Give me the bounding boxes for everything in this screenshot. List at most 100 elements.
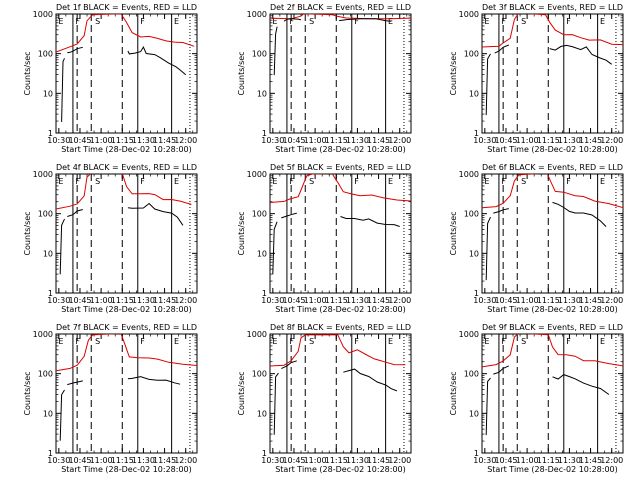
y-axis-label: Counts/sec (449, 371, 458, 415)
region-label: E (58, 17, 63, 26)
y-tick-label: 100 (464, 210, 479, 219)
y-tick-label: 1 (474, 449, 479, 458)
x-tick-label: 11:00 (516, 456, 539, 465)
region-label: F (75, 337, 80, 346)
detector-panel-6: Det 6f BLACK = Events, RED = LLD 1 10 100 10… (449, 163, 624, 314)
x-tick-label: 11:00 (304, 136, 327, 145)
x-tick-label: 10:30 (261, 456, 284, 465)
x-tick-label: 11:00 (90, 136, 113, 145)
y-tick-label: 100 (252, 210, 267, 219)
y-tick-label: 1000 (459, 330, 479, 339)
x-axis-label: Start Time (28-Dec-02 10:28:00) (61, 465, 192, 474)
region-label: E (600, 17, 605, 26)
x-tick-label: 10:30 (47, 296, 70, 305)
x-tick-label: 12:00 (600, 456, 623, 465)
events-series-line (127, 46, 187, 76)
x-tick-label: 11:45 (579, 456, 602, 465)
y-tick-label: 100 (464, 370, 479, 379)
region-label: F (75, 17, 80, 26)
x-tick-label: 11:15 (111, 136, 134, 145)
region-label: E (484, 177, 489, 186)
y-axis-label: Counts/sec (23, 51, 32, 95)
x-tick-label: 12:00 (174, 456, 197, 465)
plot-frame (481, 333, 624, 454)
y-tick-label: 1000 (33, 330, 53, 339)
region-label: F (140, 17, 145, 26)
events-series-line (485, 216, 491, 281)
lld-series-line (56, 174, 192, 210)
detector-panel-1: Det 1f BLACK = Events, RED = LLD 1 10 100 10… (23, 3, 198, 154)
panel-title: Det 5f BLACK = Events, RED = LLD (270, 163, 411, 172)
y-tick-label: 10 (257, 89, 267, 98)
x-tick-label: 11:45 (153, 296, 176, 305)
panel-title: Det 1f BLACK = Events, RED = LLD (56, 3, 197, 12)
x-tick-label: 11:00 (516, 296, 539, 305)
lld-series-line (482, 334, 623, 368)
x-axis-label: Start Time (28-Dec-02 10:28:00) (275, 465, 406, 474)
y-tick-label: 1 (48, 129, 53, 138)
region-label: F (501, 17, 506, 26)
x-tick-label: 11:30 (132, 136, 155, 145)
plot-frame (269, 13, 412, 134)
x-tick-label: 10:30 (473, 456, 496, 465)
events-series-line (340, 216, 400, 227)
events-series-line (59, 389, 65, 441)
y-tick-label: 1 (474, 129, 479, 138)
lld-series-line (482, 174, 623, 209)
x-tick-label: 11:45 (153, 136, 176, 145)
y-axis-label: Counts/sec (237, 371, 246, 415)
detector-panel-3: Det 3f BLACK = Events, RED = LLD 1 10 100 10… (449, 3, 624, 154)
panel-title: Det 7f BLACK = Events, RED = LLD (56, 323, 197, 332)
x-axis-label: Start Time (28-Dec-02 10:28:00) (487, 145, 618, 154)
x-axis-label: Start Time (28-Dec-02 10:28:00) (61, 305, 192, 314)
region-label: E (484, 337, 489, 346)
x-tick-label: 11:15 (111, 456, 134, 465)
x-tick-label: 11:15 (325, 456, 348, 465)
events-series-line (485, 377, 491, 436)
x-tick-label: 11:45 (367, 456, 390, 465)
events-series-line (493, 365, 510, 375)
x-tick-label: 11:00 (90, 296, 113, 305)
region-label: E (174, 337, 179, 346)
events-series-line (493, 208, 509, 214)
y-tick-label: 100 (38, 50, 53, 59)
x-tick-label: 11:45 (579, 296, 602, 305)
x-tick-label: 11:00 (90, 456, 113, 465)
y-axis-label: Counts/sec (237, 51, 246, 95)
x-tick-label: 12:00 (174, 296, 197, 305)
x-tick-label: 12:00 (388, 456, 411, 465)
y-tick-label: 1 (262, 129, 267, 138)
region-label: S (309, 337, 314, 346)
panel-title: Det 3f BLACK = Events, RED = LLD (482, 3, 623, 12)
region-label: F (75, 177, 80, 186)
x-tick-label: 11:15 (325, 296, 348, 305)
y-tick-label: 1 (48, 449, 53, 458)
y-axis-label: Counts/sec (449, 51, 458, 95)
region-label: F (354, 17, 359, 26)
region-label: E (600, 177, 605, 186)
detector-panel-9: Det 9f BLACK = Events, RED = LLD 1 10 100 10… (449, 323, 624, 474)
region-label: E (58, 177, 63, 186)
x-tick-label: 11:45 (579, 136, 602, 145)
events-series-line (485, 53, 491, 116)
x-tick-label: 11:15 (325, 136, 348, 145)
x-tick-label: 10:45 (282, 456, 305, 465)
x-tick-label: 10:45 (282, 136, 305, 145)
region-label: E (388, 177, 393, 186)
region-label: F (289, 17, 294, 26)
y-tick-label: 10 (469, 249, 479, 258)
region-label: S (521, 177, 526, 186)
region-label: F (566, 177, 571, 186)
y-tick-label: 100 (252, 50, 267, 59)
events-series-line (281, 212, 297, 219)
y-tick-label: 1 (262, 449, 267, 458)
x-tick-label: 11:30 (346, 136, 369, 145)
y-axis-label: Counts/sec (23, 371, 32, 415)
region-label: E (174, 17, 179, 26)
plot-frame (269, 173, 412, 294)
x-tick-label: 12:00 (174, 136, 197, 145)
events-series-line (272, 221, 278, 275)
x-axis-label: Start Time (28-Dec-02 10:28:00) (275, 305, 406, 314)
y-tick-label: 10 (469, 409, 479, 418)
x-tick-label: 11:30 (132, 456, 155, 465)
